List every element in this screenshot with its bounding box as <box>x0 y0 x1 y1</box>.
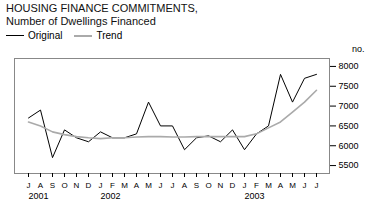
svg-text:M: M <box>145 181 152 190</box>
svg-text:J: J <box>99 181 103 190</box>
svg-text:8000: 8000 <box>339 61 359 71</box>
svg-text:D: D <box>230 181 236 190</box>
svg-text:F: F <box>254 181 259 190</box>
svg-text:D: D <box>86 181 92 190</box>
svg-text:J: J <box>171 181 175 190</box>
svg-text:A: A <box>182 181 188 190</box>
svg-text:A: A <box>38 181 44 190</box>
svg-text:A: A <box>134 181 140 190</box>
svg-text:J: J <box>159 181 163 190</box>
svg-text:A: A <box>278 181 284 190</box>
html-text:Number of Dwellings Financed: Number of Dwellings Financed <box>6 15 156 27</box>
svg-text:S: S <box>194 181 199 190</box>
html-text:Original: Original <box>28 30 63 41</box>
svg-text:J: J <box>27 181 31 190</box>
svg-text:7500: 7500 <box>339 81 359 91</box>
svg-text:5500: 5500 <box>339 160 359 170</box>
svg-text:no.: no. <box>352 44 365 54</box>
svg-text:S: S <box>50 181 55 190</box>
svg-text:N: N <box>74 181 80 190</box>
html-text:HOUSING FINANCE COMMITMENTS,: HOUSING FINANCE COMMITMENTS, <box>6 2 198 14</box>
svg-text:2003: 2003 <box>245 191 265 201</box>
svg-text:N: N <box>218 181 224 190</box>
svg-text:M: M <box>265 181 272 190</box>
svg-text:M: M <box>121 181 128 190</box>
svg-text:7000: 7000 <box>339 101 359 111</box>
svg-text:J: J <box>315 181 319 190</box>
svg-text:O: O <box>205 181 211 190</box>
svg-text:6000: 6000 <box>339 141 359 151</box>
svg-text:J: J <box>243 181 247 190</box>
svg-text:2002: 2002 <box>101 191 121 201</box>
svg-text:2001: 2001 <box>29 191 49 201</box>
svg-text:6500: 6500 <box>339 121 359 131</box>
html-text:Trend: Trend <box>96 30 123 41</box>
svg-text:O: O <box>61 181 67 190</box>
svg-text:J: J <box>303 181 307 190</box>
svg-text:F: F <box>110 181 115 190</box>
svg-text:M: M <box>289 181 296 190</box>
